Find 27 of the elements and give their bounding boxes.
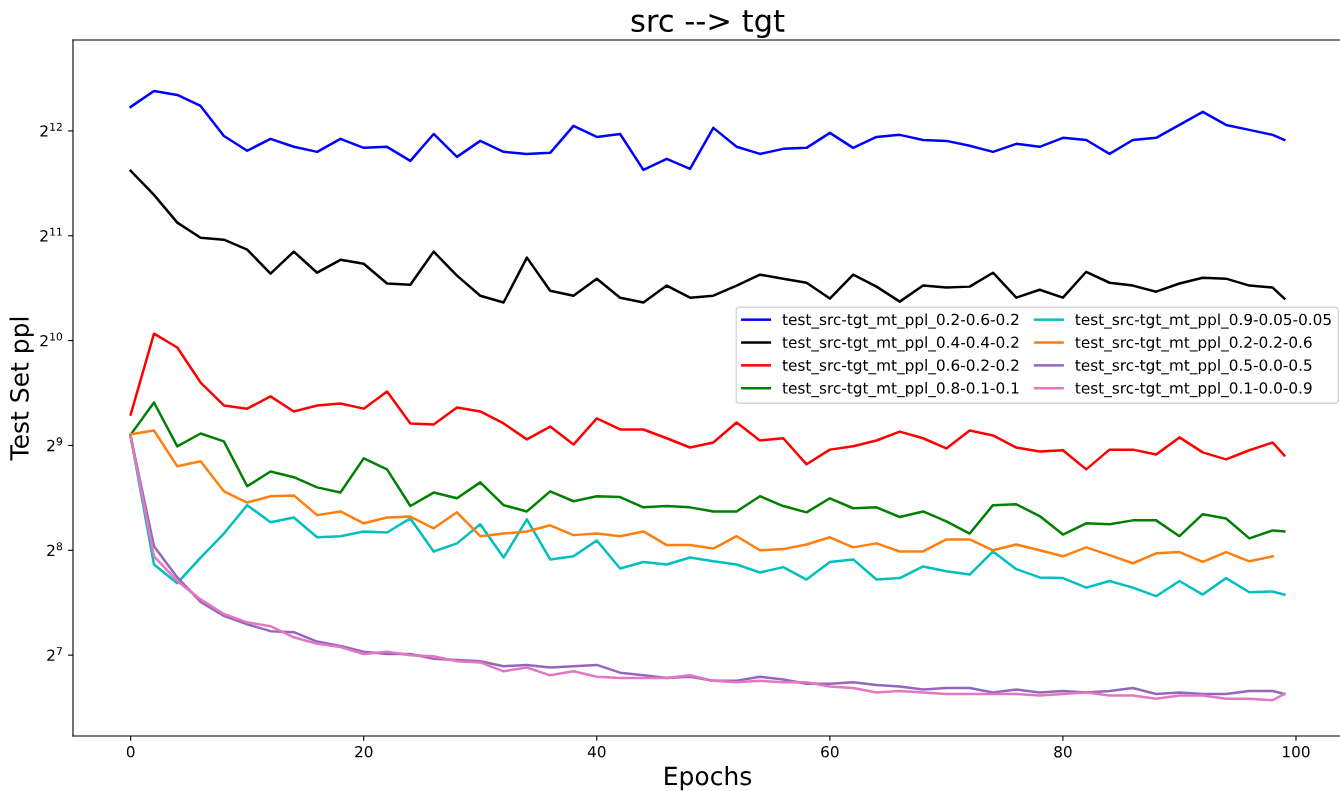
line-series	[129, 169, 1286, 304]
legend-label: test_src-tgt_mt_ppl_0.6-0.2-0.2	[782, 359, 1019, 375]
x-tick-label: 40	[587, 745, 606, 758]
x-tick-label: 0	[126, 745, 135, 758]
x-tick-label: 60	[821, 745, 839, 758]
x-axis-title: Epochs	[665, 766, 752, 791]
legend-label: test_src-tgt_mt_ppl_0.5-0.0-0.5	[1075, 359, 1312, 375]
y-tick-label: 2$^{9}$	[47, 437, 63, 452]
legend-label: test_src-tgt_mt_ppl_0.1-0.0-0.9	[1075, 381, 1312, 398]
chart-title: src --> tgt	[631, 10, 785, 39]
x-tick-label: 100	[1283, 745, 1310, 758]
y-tick-label: 2$^{12}$	[40, 122, 62, 137]
y-tick-label: 2$^{8}$	[47, 542, 63, 556]
x-tick-label: 80	[1054, 745, 1072, 758]
y-axis-title: Test Set ppl	[9, 317, 34, 461]
y-tick-label: 2$^{11}$	[40, 227, 62, 242]
line-series	[129, 429, 1274, 565]
legend-label: test_src-tgt_mt_ppl_0.4-0.4-0.2	[782, 336, 1019, 352]
line-series	[129, 401, 1286, 540]
legend-label: test_src-tgt_mt_ppl_0.9-0.05-0.05	[1075, 313, 1331, 329]
legend-label: test_src-tgt_mt_ppl_0.2-0.6-0.2	[782, 313, 1019, 329]
y-tick-label: 2$^{7}$	[47, 647, 62, 661]
x-tick-label: 20	[355, 745, 373, 758]
legend-label: test_src-tgt_mt_ppl_0.2-0.2-0.6	[1075, 336, 1312, 352]
line-series	[129, 89, 1286, 172]
y-tick-label: 2$^{10}$	[40, 332, 63, 347]
legend-label: test_src-tgt_mt_ppl_0.8-0.1-0.1	[782, 381, 1019, 398]
